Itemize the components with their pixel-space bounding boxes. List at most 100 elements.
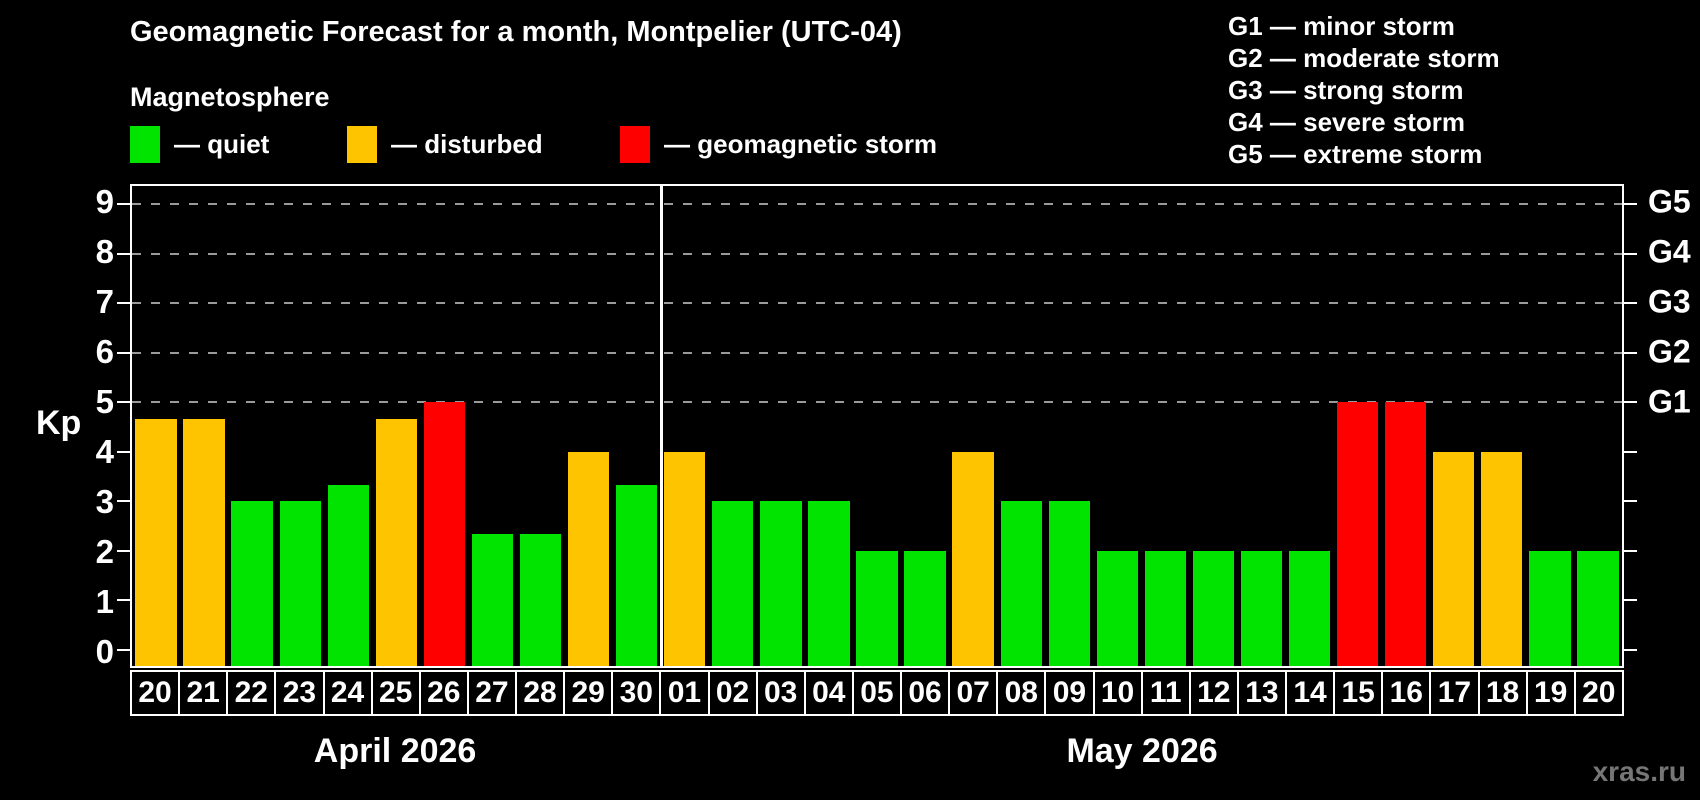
day-cell-apr-23: 23 — [274, 670, 325, 716]
month-labels: April 2026 May 2026 — [130, 732, 1624, 778]
kp-bar-05 — [856, 550, 898, 666]
kp-bar-26 — [423, 402, 466, 666]
day-cell-may-03: 03 — [755, 670, 806, 716]
left-tick-kp8 — [117, 252, 130, 255]
day-cell-may-04: 04 — [803, 670, 854, 716]
kp-bar-06 — [904, 550, 946, 666]
kp-bar-04 — [808, 501, 850, 666]
kp-bar-07 — [952, 451, 994, 666]
kp-bar-02 — [712, 501, 754, 666]
kp-bar-18 — [1481, 451, 1523, 666]
y-tick-label-2: 2 — [95, 532, 114, 570]
right-tick-kp7 — [1624, 302, 1637, 305]
x-axis-day-labels: 20 21 22 23 24 25 26 27 28 29 30 01 02 03 04 05 06 07 08 09… — [130, 670, 1624, 716]
month-label-april: April 2026 — [313, 732, 477, 770]
day-cell-may-07: 07 — [948, 670, 999, 716]
right-tick-kp5 — [1624, 401, 1637, 404]
kp-bar-20 — [135, 418, 177, 666]
month-label-may: May 2026 — [1066, 732, 1218, 770]
day-cell-may-15: 15 — [1333, 670, 1384, 716]
day-cell-apr-29: 29 — [563, 670, 614, 716]
kp-bar-21 — [183, 418, 225, 666]
right-tick-kp4 — [1624, 450, 1637, 453]
g-legend-line-g2: G2 — moderate storm — [1228, 43, 1500, 73]
day-cell-may-19: 19 — [1525, 670, 1576, 716]
day-cell-may-10: 10 — [1092, 670, 1143, 716]
plot-area — [117, 184, 1637, 668]
kp-bar-01 — [664, 451, 706, 666]
day-cell-may-09: 09 — [1044, 670, 1095, 716]
day-cell-may-02: 02 — [707, 670, 758, 716]
right-tick-kp9 — [1624, 203, 1637, 206]
right-tick-kp3 — [1624, 500, 1637, 503]
day-cell-apr-21: 21 — [178, 670, 229, 716]
kp-bar-15 — [1336, 402, 1379, 666]
month-separator-line — [659, 186, 663, 666]
right-tick-kp8 — [1624, 252, 1637, 255]
bars-layer — [132, 186, 1622, 666]
y-tick-label-8: 8 — [95, 233, 114, 271]
g-legend-line-g5: G5 — extreme storm — [1228, 139, 1483, 169]
gridline-kp9 — [132, 203, 1622, 206]
y-tick-label-6: 6 — [95, 333, 114, 371]
right-axis-label-g1: G1 — [1648, 383, 1691, 420]
kp-bar-17 — [1433, 451, 1475, 666]
right-tick-kp6 — [1624, 351, 1637, 354]
gridline-kp5 — [132, 401, 1622, 404]
day-cell-may-16: 16 — [1381, 670, 1432, 716]
disturbed-color-swatch — [347, 126, 377, 163]
right-tick-kp1 — [1624, 599, 1637, 602]
left-tick-kp4 — [117, 450, 130, 453]
kp-bar-24 — [327, 484, 369, 666]
left-tick-kp5 — [117, 401, 130, 404]
legend-label-quiet: — quiet — [174, 129, 270, 159]
kp-bar-19 — [1529, 550, 1571, 666]
kp-bar-13 — [1240, 550, 1283, 666]
day-cell-may-13: 13 — [1236, 670, 1287, 716]
legend-item-disturbed: — disturbed — [347, 126, 543, 163]
legend-label-disturbed: — disturbed — [391, 129, 543, 159]
quiet-color-swatch — [130, 126, 160, 163]
day-cell-apr-28: 28 — [515, 670, 566, 716]
day-cell-may-17: 17 — [1429, 670, 1480, 716]
day-cell-apr-25: 25 — [370, 670, 421, 716]
storm-color-swatch — [620, 126, 650, 163]
left-tick-kp2 — [117, 549, 130, 552]
day-cell-may-08: 08 — [996, 670, 1047, 716]
gridline-kp6 — [132, 351, 1622, 354]
day-cell-may-06: 06 — [900, 670, 951, 716]
kp-bar-22 — [231, 501, 273, 666]
kp-bar-03 — [760, 501, 802, 666]
kp-bar-23 — [279, 501, 321, 666]
y-tick-label-3: 3 — [95, 482, 114, 520]
day-cell-apr-27: 27 — [466, 670, 517, 716]
day-cell-may-11: 11 — [1140, 670, 1191, 716]
legend-item-quiet: — quiet — [130, 126, 269, 163]
ticks-layer — [117, 186, 1637, 666]
kp-bar-10 — [1096, 550, 1138, 666]
kp-bar-14 — [1288, 550, 1331, 666]
day-cell-apr-24: 24 — [322, 670, 373, 716]
g-legend-line-g3: G3 — strong storm — [1228, 75, 1464, 105]
g-scale-legend: G1 — minor storm G2 — moderate storm G3 … — [1228, 10, 1500, 170]
gridline-kp7 — [132, 302, 1622, 305]
left-tick-kp1 — [117, 599, 130, 602]
y-axis-tick-labels: 0 1 2 3 4 5 6 7 8 9 — [0, 183, 114, 669]
day-cell-apr-22: 22 — [226, 670, 277, 716]
day-cell-may-12: 12 — [1188, 670, 1239, 716]
right-axis-label-g2: G2 — [1648, 333, 1691, 370]
kp-bar-27 — [471, 534, 514, 666]
right-axis-label-g5: G5 — [1648, 183, 1691, 220]
y-axis-title: Kp — [36, 404, 82, 442]
day-cell-may-14: 14 — [1285, 670, 1336, 716]
left-tick-kp9 — [117, 203, 130, 206]
gridline-kp8 — [132, 252, 1622, 255]
kp-bar-12 — [1192, 550, 1235, 666]
y-tick-label-4: 4 — [95, 432, 114, 470]
legend-label-storm: — geomagnetic storm — [664, 129, 938, 159]
kp-bar-25 — [375, 418, 417, 666]
day-cell-apr-26: 26 — [418, 670, 469, 716]
y-tick-label-5: 5 — [95, 383, 114, 421]
kp-bar-29 — [567, 451, 610, 666]
g-legend-line-g4: G4 — severe storm — [1228, 107, 1466, 137]
